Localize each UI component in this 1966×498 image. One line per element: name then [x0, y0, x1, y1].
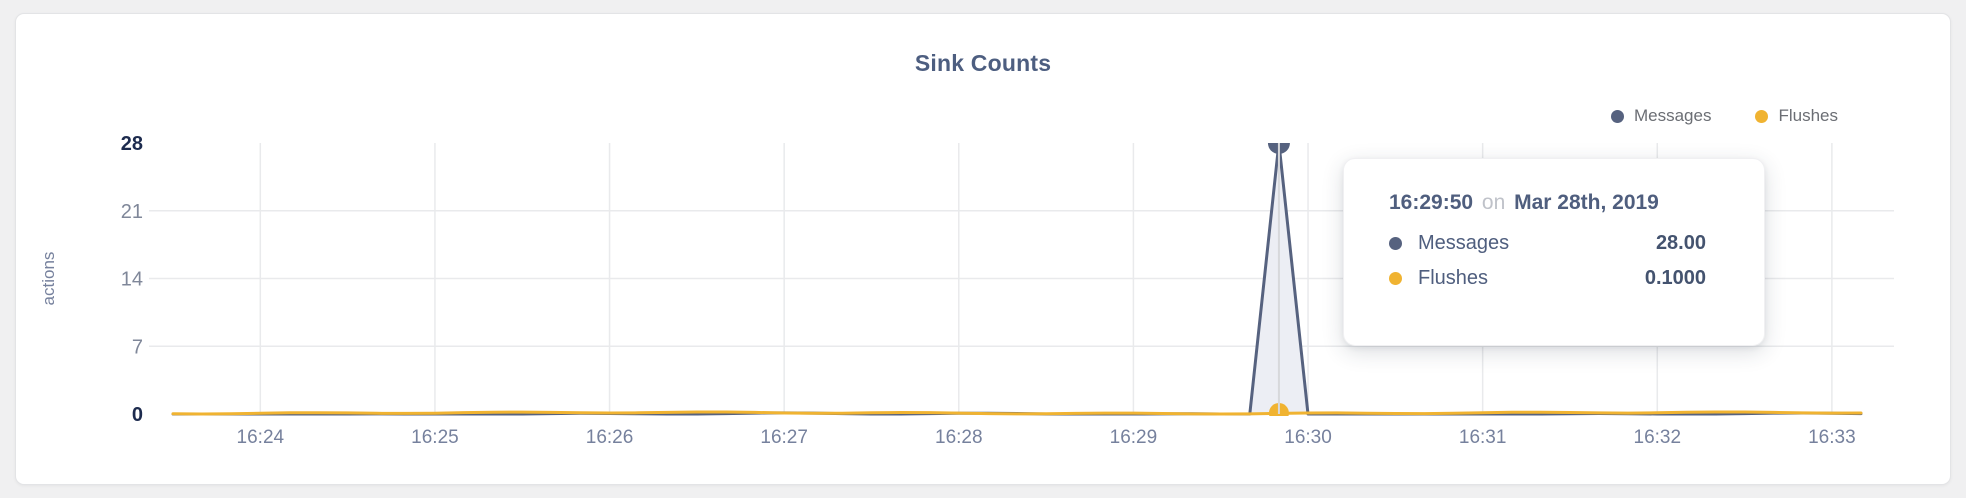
flushes-line	[171, 410, 1863, 416]
tooltip-title: 16:29:50 on Mar 28th, 2019	[1389, 191, 1706, 215]
x-tick-label: 16:28	[935, 427, 983, 448]
messages-legend-label: Messages	[1633, 106, 1712, 125]
x-tick-label: 16:24	[237, 427, 285, 448]
chart-tooltip: 16:29:50 on Mar 28th, 2019 Messages 28.0…	[1343, 158, 1765, 346]
legend-item-flushes[interactable]: Flushes	[1755, 106, 1838, 126]
tooltip-row-value: 28.00	[1655, 232, 1706, 254]
y-tick-label: 28	[121, 133, 143, 155]
legend-item-messages[interactable]: Messages	[1610, 106, 1712, 126]
tooltip-time: 16:29:50	[1389, 191, 1474, 214]
flushes-legend-dot	[1755, 109, 1769, 123]
flushes-tooltip-dot	[1389, 272, 1402, 285]
messages-legend-dot	[1610, 109, 1624, 123]
chart-legend: Messages Flushes	[1610, 106, 1838, 126]
chart-title: Sink Counts	[914, 50, 1052, 76]
x-tick-label: 16:30	[1284, 427, 1332, 448]
x-tick-label: 16:25	[411, 427, 459, 448]
tooltip-row-flushes: Flushes 0.1000	[1389, 267, 1706, 290]
x-tick-label: 16:33	[1808, 427, 1856, 448]
y-tick-label: 7	[132, 336, 143, 358]
x-tick-label: 16:27	[760, 427, 808, 448]
y-axis-title: actions	[39, 252, 58, 306]
x-axis: 16:24 16:25 16:26 16:27 16:28 16:29 16:30 16:31…	[237, 427, 1856, 448]
tooltip-connector: on	[1481, 191, 1506, 214]
chart-card: Sink Counts 16:24 16:25 16:26 16:27 16:28 16:…	[15, 13, 1951, 485]
x-tick-label: 16:31	[1459, 427, 1507, 448]
tooltip-row-value: 0.1000	[1644, 267, 1706, 289]
y-axis: 0 7 14 21 28	[121, 133, 143, 426]
x-tick-label: 16:32	[1634, 427, 1682, 448]
chart-plot[interactable]: 16:24 16:25 16:26 16:27 16:28 16:29 16:30 16:31…	[16, 14, 1952, 486]
flushes-legend-label: Flushes	[1778, 106, 1838, 125]
tooltip-date: Mar 28th, 2019	[1514, 191, 1659, 214]
series-group	[171, 143, 1863, 416]
y-tick-label: 0	[132, 404, 143, 426]
messages-tooltip-dot	[1389, 237, 1402, 250]
tooltip-row-messages: Messages 28.00	[1389, 232, 1706, 255]
x-tick-label: 16:26	[586, 427, 634, 448]
y-tick-label: 14	[121, 269, 143, 291]
x-tick-label: 16:29	[1110, 427, 1158, 448]
tooltip-row-label: Messages	[1418, 232, 1510, 254]
tooltip-row-label: Flushes	[1418, 267, 1489, 289]
y-tick-label: 21	[121, 201, 143, 223]
